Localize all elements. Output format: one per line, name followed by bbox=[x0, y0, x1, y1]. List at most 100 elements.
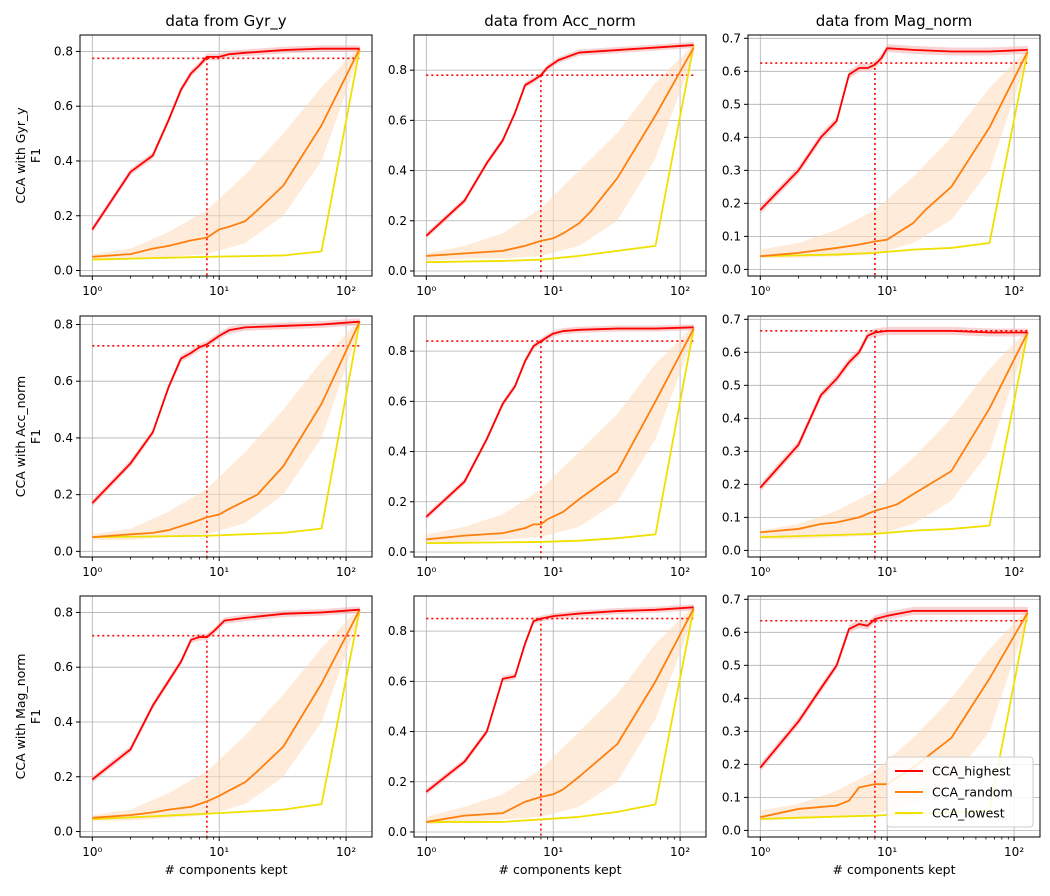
series-cca-lowest bbox=[92, 609, 361, 821]
x-tick-label: 10² bbox=[1004, 565, 1024, 579]
plot-area bbox=[425, 604, 695, 837]
x-tick-label: 10¹ bbox=[209, 284, 229, 298]
y-tick-label: 0.6 bbox=[388, 394, 407, 408]
y-tick-label: 0.4 bbox=[722, 411, 741, 425]
series-cca-highest bbox=[425, 326, 694, 518]
series-cca-random bbox=[426, 608, 695, 823]
y-tick-label: 0.4 bbox=[54, 431, 73, 445]
legend-box bbox=[886, 756, 1034, 828]
x-tick-label: 10⁰ bbox=[82, 845, 102, 859]
y-tick-label: 0.5 bbox=[722, 97, 741, 111]
random-std-band bbox=[92, 45, 360, 260]
y-tick-label: 0.4 bbox=[388, 725, 407, 739]
x-axis-label: # components kept bbox=[499, 862, 622, 877]
x-tick-label: 10² bbox=[670, 565, 690, 579]
y-axis-label-unit: F1 bbox=[28, 429, 43, 444]
y-tick-label: 0.6 bbox=[54, 660, 73, 674]
subplot-r0-c0: 10⁰ 10¹ 10² 0.0 0.2 0.4 0.6 0.8 data from Gyr_y C… bbox=[13, 12, 373, 298]
x-tick-label: 10⁰ bbox=[750, 284, 770, 298]
y-tick-label: 0.4 bbox=[722, 691, 741, 705]
y-tick-label: 0.3 bbox=[722, 163, 741, 177]
series-cca-random bbox=[92, 609, 361, 819]
axes-frame bbox=[747, 595, 1041, 838]
x-tick-label: 10¹ bbox=[877, 845, 897, 859]
y-tick-label: 0.1 bbox=[722, 229, 741, 243]
random-std-band bbox=[760, 329, 1028, 539]
y-axis-label-unit: F1 bbox=[28, 709, 43, 724]
x-tick-label: 10¹ bbox=[543, 284, 563, 298]
legend-entry: CCA_highest bbox=[932, 764, 1011, 779]
axes-frame bbox=[413, 34, 707, 277]
legend-entry: CCA_lowest bbox=[932, 806, 1005, 821]
random-std-band bbox=[760, 48, 1028, 258]
axes-frame bbox=[747, 34, 1041, 277]
y-tick-label: 0.6 bbox=[722, 345, 741, 359]
y-tick-label: 0.0 bbox=[54, 264, 73, 278]
series-cca-random bbox=[760, 51, 1029, 258]
y-tick-label: 0.0 bbox=[54, 544, 73, 558]
y-tick-label: 0.8 bbox=[388, 344, 407, 358]
series-cca-highest bbox=[759, 329, 1028, 489]
axes-frame bbox=[413, 315, 707, 558]
y-tick-label: 0.7 bbox=[722, 31, 741, 45]
y-tick-label: 0.2 bbox=[388, 214, 407, 228]
x-tick-label: 10⁰ bbox=[750, 845, 770, 859]
y-tick-label: 0.1 bbox=[722, 510, 741, 524]
series-cca-random bbox=[426, 328, 695, 541]
plot-area bbox=[91, 45, 361, 276]
x-tick-label: 10⁰ bbox=[416, 284, 436, 298]
x-tick-label: 10² bbox=[336, 284, 356, 298]
y-axis-label: CCA with Acc_norm bbox=[13, 376, 28, 497]
series-cca-lowest bbox=[92, 321, 361, 539]
series-cca-lowest bbox=[426, 44, 695, 264]
y-tick-label: 0.4 bbox=[54, 715, 73, 729]
y-tick-label: 0.2 bbox=[54, 209, 73, 223]
y-tick-label: 0.2 bbox=[54, 488, 73, 502]
y-tick-label: 0.8 bbox=[54, 44, 73, 58]
series-cca-lowest bbox=[760, 51, 1029, 258]
plot-area bbox=[91, 318, 361, 557]
x-axis-label: # components kept bbox=[833, 862, 956, 877]
y-tick-label: 0.4 bbox=[388, 445, 407, 459]
plot-area bbox=[425, 42, 695, 276]
y-tick-label: 0.0 bbox=[388, 825, 407, 839]
random-std-band bbox=[426, 45, 694, 261]
axes-frame bbox=[79, 34, 373, 277]
x-tick-label: 10⁰ bbox=[416, 565, 436, 579]
axes-frame bbox=[747, 315, 1041, 558]
y-tick-label: 0.0 bbox=[722, 543, 741, 557]
y-axis-label: CCA with Mag_norm bbox=[13, 654, 28, 780]
axes-frame bbox=[79, 595, 373, 838]
series-cca-highest bbox=[91, 47, 360, 230]
x-tick-label: 10² bbox=[1004, 284, 1024, 298]
subplot-r2-c0: 10⁰ 10¹ 10² 0.0 0.2 0.4 0.6 0.8 # components kep… bbox=[13, 595, 373, 877]
subplot-r0-c1: 10⁰ 10¹ 10² 0.0 0.2 0.4 0.6 0.8 data from Acc_no… bbox=[388, 12, 707, 298]
plot-area bbox=[425, 324, 695, 557]
plot-area bbox=[759, 44, 1029, 276]
y-tick-label: 0.2 bbox=[54, 770, 73, 784]
subplot-r1-c2: 10⁰ 10¹ 10² 0.0 0.1 0.2 0.3 0.4 0.5 0.6 0.7 bbox=[722, 312, 1041, 579]
y-tick-label: 0.0 bbox=[54, 825, 73, 839]
y-tick-label: 0.3 bbox=[722, 444, 741, 458]
y-tick-label: 0.4 bbox=[388, 164, 407, 178]
y-tick-label: 0.7 bbox=[722, 592, 741, 606]
y-tick-label: 0.7 bbox=[722, 312, 741, 326]
random-std-band bbox=[92, 606, 360, 821]
y-tick-label: 0.2 bbox=[388, 495, 407, 509]
y-tick-label: 0.8 bbox=[54, 318, 73, 332]
plot-area bbox=[91, 606, 361, 837]
y-tick-label: 0.2 bbox=[388, 775, 407, 789]
y-axis-label: CCA with Gyr_y bbox=[13, 107, 28, 204]
x-tick-label: 10² bbox=[336, 565, 356, 579]
y-tick-label: 0.6 bbox=[722, 625, 741, 639]
x-tick-label: 10² bbox=[1004, 845, 1024, 859]
series-cca-lowest bbox=[760, 332, 1029, 539]
y-tick-label: 0.0 bbox=[722, 823, 741, 837]
legend: CCA_highest CCA_random CCA_lowest bbox=[886, 756, 1034, 828]
y-tick-label: 0.6 bbox=[54, 374, 73, 388]
column-title: data from Acc_norm bbox=[484, 12, 635, 31]
series-cca-random bbox=[92, 48, 361, 258]
x-tick-label: 10² bbox=[336, 845, 356, 859]
axes-frame bbox=[413, 595, 707, 838]
series-cca-lowest bbox=[92, 48, 361, 261]
